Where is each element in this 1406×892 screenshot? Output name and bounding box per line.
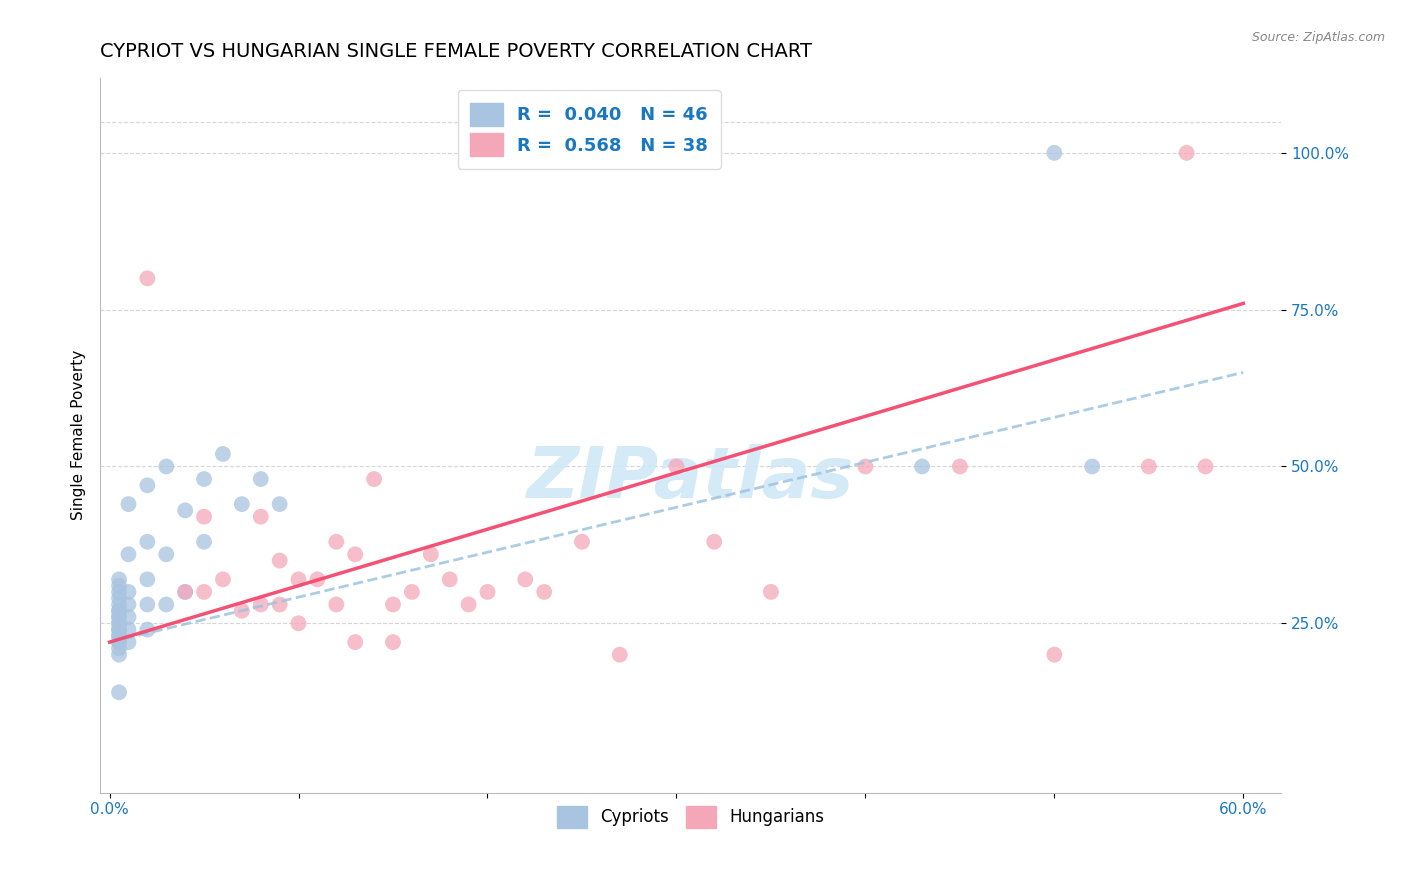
Point [155,547,177,561]
Point [401,585,423,599]
Point [949,459,972,474]
Point [439,573,461,587]
Point [193,585,215,599]
Point [1175,145,1198,160]
Point [108,604,131,618]
Point [117,635,139,649]
Text: Source: ZipAtlas.com: Source: ZipAtlas.com [1251,31,1385,45]
Point [419,547,441,561]
Point [287,573,309,587]
Point [108,629,131,643]
Point [1043,648,1066,662]
Point [193,472,215,486]
Point [108,641,131,656]
Point [212,447,235,461]
Point [108,616,131,631]
Point [193,534,215,549]
Point [269,497,291,511]
Point [325,598,347,612]
Point [212,573,235,587]
Point [108,585,131,599]
Point [231,497,253,511]
Point [108,579,131,593]
Point [117,598,139,612]
Point [108,610,131,624]
Point [117,497,139,511]
Y-axis label: Single Female Poverty: Single Female Poverty [72,350,86,520]
Point [155,598,177,612]
Point [571,534,593,549]
Point [117,610,139,624]
Point [108,629,131,643]
Point [287,616,309,631]
Point [759,585,782,599]
Point [108,610,131,624]
Point [117,623,139,637]
Point [108,635,131,649]
Point [855,459,877,474]
Point [136,623,159,637]
Point [174,503,197,517]
Point [193,509,215,524]
Point [665,459,688,474]
Point [136,271,159,285]
Point [249,509,271,524]
Point [108,623,131,637]
Point [117,547,139,561]
Point [1137,459,1160,474]
Point [911,459,934,474]
Point [108,648,131,662]
Point [703,534,725,549]
Point [108,573,131,587]
Point [108,591,131,606]
Point [477,585,499,599]
Text: CYPRIOT VS HUNGARIAN SINGLE FEMALE POVERTY CORRELATION CHART: CYPRIOT VS HUNGARIAN SINGLE FEMALE POVER… [100,42,813,61]
Point [249,598,271,612]
Point [155,459,177,474]
Point [108,685,131,699]
Legend: Cypriots, Hungarians: Cypriots, Hungarians [550,799,831,834]
Point [117,585,139,599]
Point [108,616,131,631]
Point [108,598,131,612]
Point [307,573,329,587]
Text: ZIPatlas: ZIPatlas [527,443,855,513]
Point [108,623,131,637]
Point [344,635,367,649]
Point [174,585,197,599]
Point [249,472,271,486]
Point [533,585,555,599]
Point [136,534,159,549]
Point [363,472,385,486]
Point [344,547,367,561]
Point [1194,459,1216,474]
Point [136,598,159,612]
Point [609,648,631,662]
Point [325,534,347,549]
Point [231,604,253,618]
Point [136,573,159,587]
Point [1043,145,1066,160]
Point [174,585,197,599]
Point [1081,459,1104,474]
Point [108,635,131,649]
Point [108,604,131,618]
Point [382,635,405,649]
Point [382,598,405,612]
Point [136,478,159,492]
Point [457,598,479,612]
Point [269,598,291,612]
Point [269,553,291,567]
Point [515,573,537,587]
